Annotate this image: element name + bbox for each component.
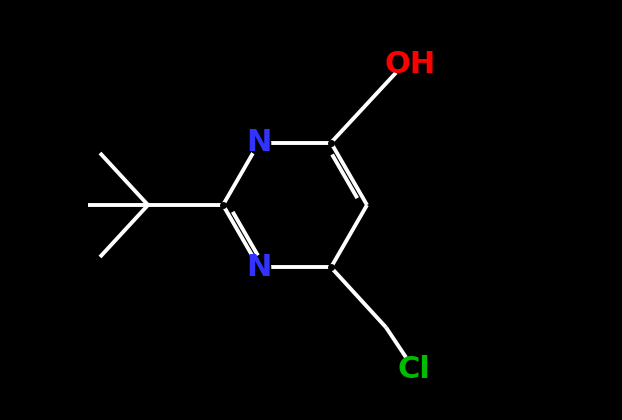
Text: OH: OH <box>384 50 435 79</box>
Text: Cl: Cl <box>397 355 430 384</box>
Text: N: N <box>246 128 272 157</box>
Text: N: N <box>246 253 272 282</box>
